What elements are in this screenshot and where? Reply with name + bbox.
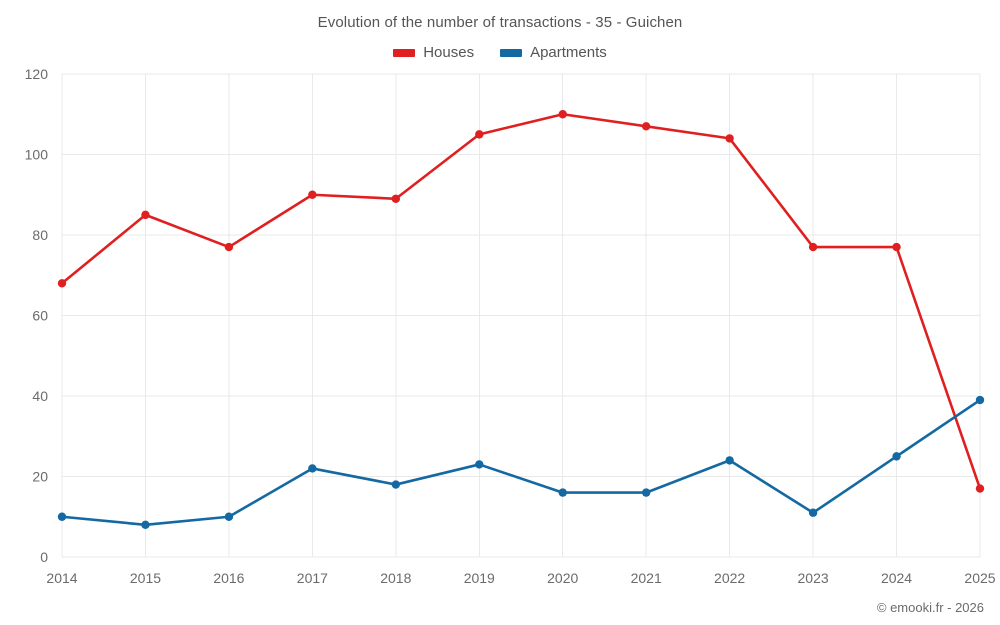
legend-swatch-houses — [393, 48, 416, 57]
data-point-houses[interactable] — [391, 194, 401, 203]
y-axis-tick-label: 80 — [32, 227, 48, 243]
x-axis-tick-label: 2019 — [464, 570, 495, 586]
y-axis-tick-label: 60 — [32, 308, 48, 324]
x-axis-tick-label: 2017 — [297, 570, 328, 586]
x-axis-tick-label: 2022 — [714, 570, 745, 586]
data-point-houses[interactable] — [558, 110, 567, 119]
x-axis-tick-label: 2024 — [881, 570, 912, 586]
y-axis-tick-label: 100 — [25, 147, 49, 163]
data-point-apartments[interactable] — [725, 456, 734, 465]
series-line-houses — [60, 112, 982, 490]
legend-swatch-apartments — [500, 48, 523, 57]
data-point-apartments[interactable] — [57, 512, 67, 521]
series-line-apartments — [60, 398, 982, 527]
data-point-apartments[interactable] — [224, 512, 234, 521]
data-point-apartments[interactable] — [558, 488, 567, 497]
data-point-houses[interactable] — [641, 122, 651, 131]
y-axis-tick-label: 20 — [32, 469, 48, 485]
legend-item-apartments[interactable]: Apartments — [500, 44, 607, 61]
data-point-apartments[interactable] — [892, 452, 901, 461]
data-point-houses[interactable] — [475, 130, 484, 139]
x-axis-tick-label: 2021 — [631, 570, 662, 586]
data-point-apartments[interactable] — [641, 488, 651, 497]
data-point-houses[interactable] — [808, 242, 818, 252]
data-point-houses[interactable] — [57, 279, 67, 288]
data-point-apartments[interactable] — [808, 508, 818, 517]
x-axis-tick-label: 2015 — [130, 570, 161, 586]
data-point-apartments[interactable] — [308, 464, 317, 473]
copyright-footer: © emooki.fr - 2026 — [876, 600, 984, 615]
data-point-houses[interactable] — [975, 484, 985, 493]
x-axis-tick-label: 2020 — [547, 570, 578, 586]
data-point-apartments[interactable] — [141, 520, 150, 529]
data-point-houses[interactable] — [892, 242, 901, 252]
x-axis-ticks: 2014 2015 2016 2017 2018 2019 2020 2021 2022 2023… — [46, 570, 995, 586]
chart-legend: Houses Apartments — [0, 44, 1000, 61]
gridlines — [61, 73, 981, 558]
x-axis-tick-label: 2018 — [380, 570, 411, 586]
chart-title: Evolution of the number of transactions … — [317, 14, 683, 31]
y-axis-tick-label: 0 — [40, 549, 48, 565]
x-axis-tick-label: 2014 — [46, 570, 77, 586]
data-point-houses[interactable] — [308, 190, 317, 199]
data-point-apartments[interactable] — [975, 395, 985, 405]
data-point-houses[interactable] — [141, 210, 150, 220]
data-point-apartments[interactable] — [475, 460, 484, 469]
data-series — [57, 110, 985, 529]
x-axis-tick-label: 2016 — [213, 570, 244, 586]
legend-item-houses[interactable]: Houses — [393, 44, 474, 61]
y-axis-tick-label: 40 — [32, 388, 48, 404]
legend-label-apartments: Apartments — [530, 44, 607, 61]
y-axis-ticks: 0 20 40 60 80 100 120 — [25, 66, 49, 565]
legend-label-houses: Houses — [423, 44, 475, 61]
y-axis-tick-label: 120 — [25, 66, 49, 82]
data-point-apartments[interactable] — [391, 480, 401, 489]
data-point-houses[interactable] — [725, 134, 734, 143]
data-point-houses[interactable] — [224, 242, 234, 252]
x-axis-tick-label: 2023 — [798, 570, 829, 586]
x-axis-tick-label: 2025 — [964, 570, 995, 586]
